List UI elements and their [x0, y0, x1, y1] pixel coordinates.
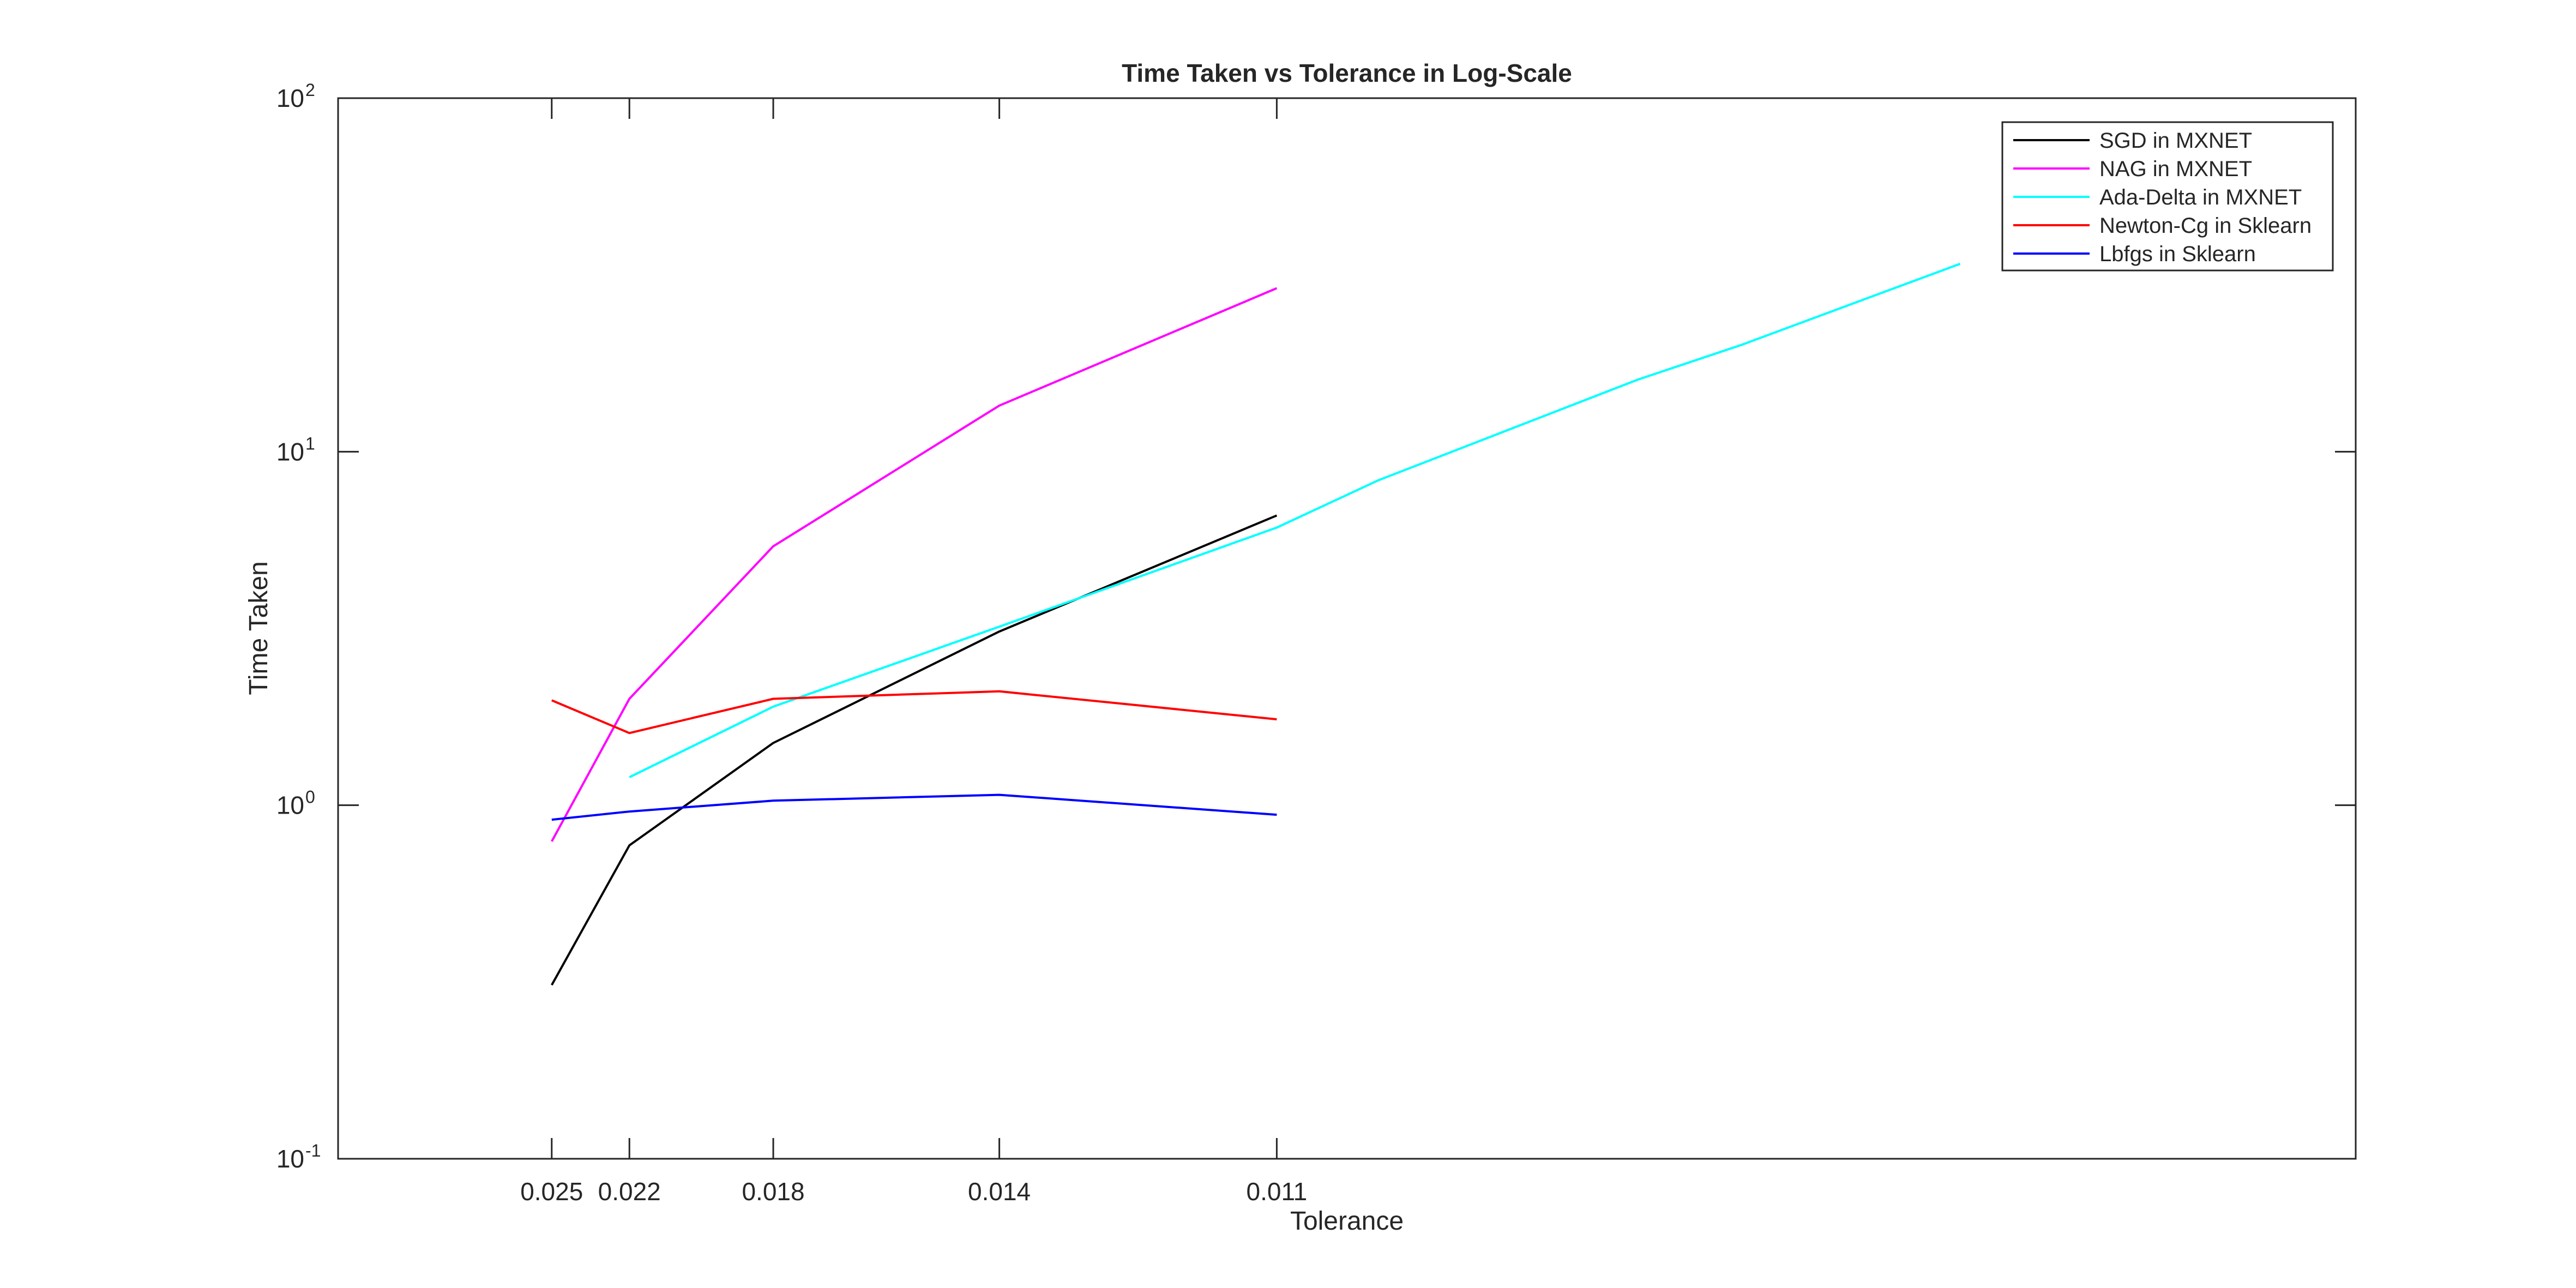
x-tick-label: 0.025 [520, 1177, 583, 1206]
x-tick-label: 0.018 [742, 1177, 804, 1206]
chart-title: Time Taken vs Tolerance in Log-Scale [1122, 59, 1572, 87]
legend-label: Lbfgs in Sklearn [2099, 242, 2256, 266]
series-lines [551, 262, 1961, 986]
series-line-nag-in-mxnet [551, 287, 1278, 842]
x-axis-ticks: 0.025 0.022 0.018 0.014 0.011 [520, 98, 1307, 1206]
x-tick-label: 0.014 [968, 1177, 1031, 1206]
y-tick-label-exponent: 1 [305, 434, 315, 453]
y-tick-label-exponent: 0 [305, 787, 315, 807]
y-axis-label: Time Taken [244, 561, 273, 695]
series-line-ada-delta-in-mxnet [629, 262, 1961, 779]
legend: SGD in MXNET NAG in MXNET Ada-Delta in MXN… [2001, 121, 2334, 272]
x-tick-label: 0.022 [598, 1177, 661, 1206]
y-tick-label: 10 [276, 84, 304, 112]
series-line-newton-cg-in-sklearn [551, 690, 1277, 735]
legend-label: Newton-Cg in Sklearn [2099, 214, 2312, 238]
series-line-lbfgs-in-sklearn [551, 793, 1277, 821]
y-tick-label: 10 [276, 1145, 304, 1173]
legend-label: NAG in MXNET [2099, 157, 2252, 181]
legend-label: Ada-Delta in MXNET [2099, 185, 2302, 209]
x-tick-label: 0.011 [1247, 1177, 1308, 1206]
legend-label: SGD in MXNET [2099, 129, 2252, 153]
y-tick-label-exponent: 2 [305, 80, 315, 100]
y-tick-label-exponent: -1 [305, 1141, 321, 1160]
y-tick-label: 10 [276, 437, 304, 466]
x-axis-label: Tolerance [1290, 1207, 1404, 1236]
y-tick-label: 10 [276, 791, 304, 820]
plot-area [337, 97, 2357, 1160]
